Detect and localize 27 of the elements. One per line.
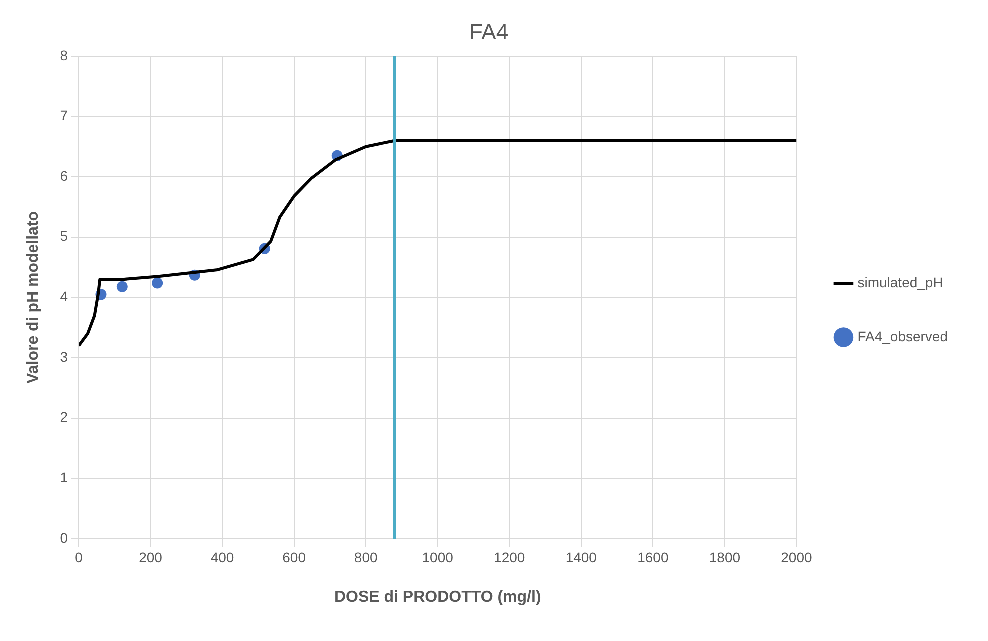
x-tick-label: 800 bbox=[354, 549, 378, 566]
y-tick-label: 7 bbox=[60, 108, 68, 124]
point bbox=[116, 281, 128, 292]
y-tick-label: 5 bbox=[60, 228, 68, 244]
y-tick-label: 6 bbox=[60, 168, 68, 184]
y-tick-label: 2 bbox=[60, 409, 68, 426]
y-axis-title: Valore di pH modellato bbox=[25, 211, 42, 384]
x-tick-label: 1800 bbox=[709, 549, 741, 566]
x-tick-label: 1000 bbox=[422, 549, 454, 566]
x-tick-label: 200 bbox=[139, 549, 163, 566]
x-tick-label: 1200 bbox=[494, 549, 526, 566]
y-tick-label: 4 bbox=[60, 288, 68, 305]
x-axis-title: DOSE di PRODOTTO (mg/l) bbox=[334, 588, 542, 606]
y-tick-label: 0 bbox=[60, 530, 68, 546]
y-tick-label: 8 bbox=[60, 47, 68, 64]
y-tick-label: 1 bbox=[60, 470, 68, 486]
legend-label: FA4_observed bbox=[858, 328, 948, 344]
legend-label: simulated_pH bbox=[858, 274, 944, 290]
x-tick-label: 0 bbox=[75, 549, 84, 566]
x-tick-label: 600 bbox=[282, 549, 306, 566]
x-tick-label: 1400 bbox=[566, 549, 598, 566]
point bbox=[152, 278, 164, 289]
x-tick-label: 2000 bbox=[781, 549, 812, 566]
y-tick-label: 3 bbox=[60, 348, 68, 365]
x-tick-label: 1600 bbox=[638, 549, 669, 566]
x-tick-label: 400 bbox=[210, 549, 234, 566]
chart-title: FA4 bbox=[469, 19, 509, 44]
